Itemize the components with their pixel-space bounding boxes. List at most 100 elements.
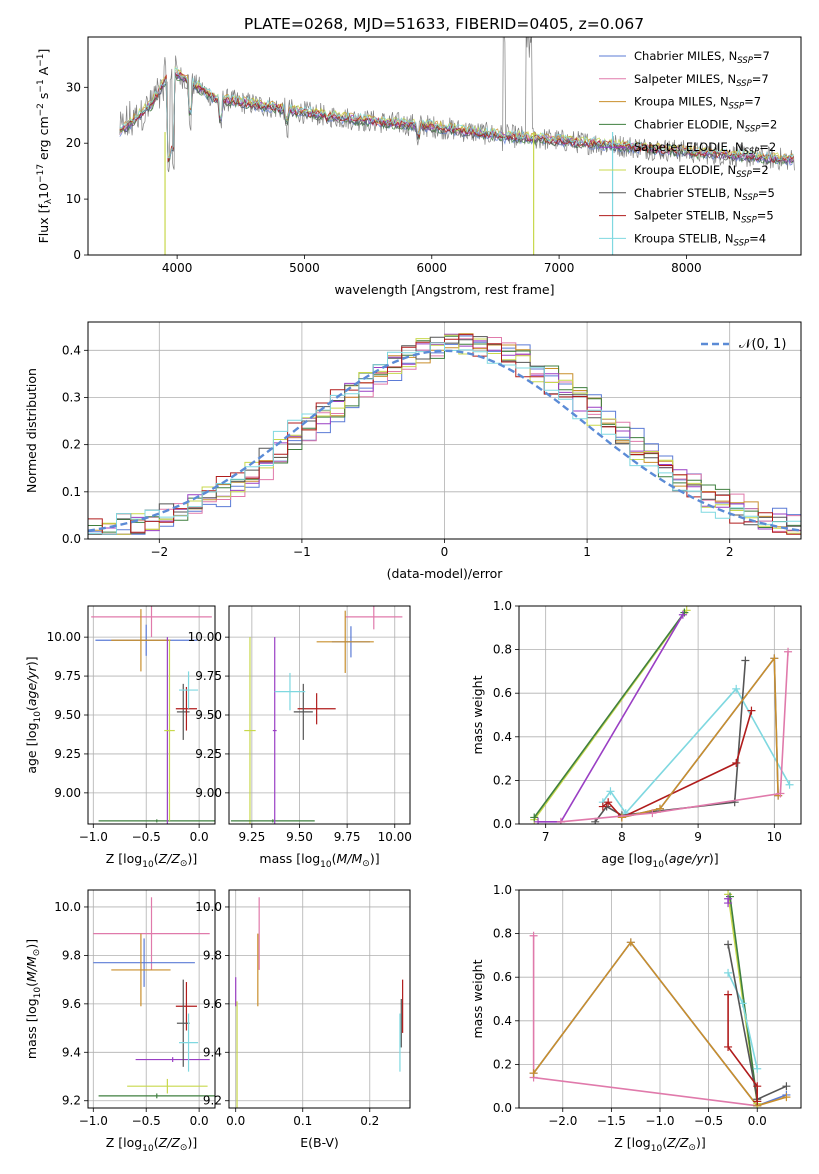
- x-tick-label: 6000: [416, 261, 447, 275]
- legend-entry: Salpeter ELODIE, NSSP=2: [599, 140, 776, 157]
- weight-series: [530, 608, 689, 822]
- legend-label: Kroupa ELODIE, NSSP=2: [634, 163, 769, 180]
- legend-label: Chabrier STELIB, NSSP=5: [634, 186, 775, 203]
- x-tick-label: −1.0: [645, 1114, 674, 1128]
- x-tick-label: 10: [767, 830, 782, 844]
- y-tick-label: 10.0: [54, 900, 81, 914]
- errorbar-point: [135, 1057, 210, 1062]
- y-axis-label: age [log10(age/yr)]: [24, 656, 43, 773]
- x-tick-label: 0.0: [190, 830, 209, 844]
- legend-entry: Salpeter MILES, NSSP=7: [599, 72, 769, 89]
- weight-line: [560, 651, 789, 823]
- errorbar-point: [176, 979, 190, 1067]
- y-tick-label: 9.4: [62, 1045, 81, 1059]
- x-axis-label: age [log10(age/yr)]: [601, 851, 718, 870]
- x-tick-label: 5000: [289, 261, 320, 275]
- weight-marker: [617, 813, 626, 822]
- weight-series: [724, 990, 762, 1106]
- panel-spectrum: 4000 5000 6000 7000 8000 0 10 20 30 wavelength [A…: [36, 36, 802, 297]
- x-tick-label: −0.5: [132, 1114, 161, 1128]
- x-tick-label: −1.0: [79, 1114, 108, 1128]
- weight-line: [602, 687, 791, 815]
- y-tick-label: 9.8: [203, 948, 222, 962]
- weight-marker: [604, 798, 613, 807]
- y-tick-label: 0.4: [493, 730, 512, 744]
- y-tick-label: 0.0: [62, 532, 81, 546]
- panel-age_vs_mass: 9.25 9.50 9.75 10.00 9.00 9.25 9.50 9.75 10.00 ma…: [188, 605, 412, 870]
- axes-frame: [228, 889, 411, 1109]
- weight-marker: [785, 780, 794, 789]
- x-axis-label: wavelength [Angstrom, rest frame]: [334, 282, 554, 297]
- y-tick-label: 9.2: [203, 1094, 222, 1108]
- plot-area: [529, 890, 791, 1108]
- y-axis-label: mass [log10(M/M⊙)]: [24, 939, 43, 1059]
- errorbar-point: [127, 1078, 208, 1094]
- weight-marker: [724, 1042, 733, 1051]
- x-tick-label: 8: [618, 830, 626, 844]
- legend-entry: Chabrier STELIB, NSSP=5: [599, 186, 775, 203]
- errorbar-point: [91, 606, 212, 638]
- y-tick-label: 0.4: [62, 343, 81, 357]
- panel-mass_vs_ebv: 0.0 0.1 0.2 9.2 9.4 9.6 9.8 10.0 E(B-V): [195, 889, 411, 1150]
- errorbar-point: [175, 686, 198, 731]
- weight-line: [727, 994, 758, 1102]
- weight-line: [533, 612, 686, 818]
- errorbar-point: [98, 819, 215, 823]
- y-tick-label: 0.2: [493, 1057, 512, 1071]
- x-tick-label: 10.00: [378, 830, 412, 844]
- axes-frame: [87, 321, 802, 540]
- x-tick-label: 0.0: [190, 1114, 209, 1128]
- spectrum-model-line: [119, 67, 794, 162]
- weight-series: [556, 647, 793, 824]
- y-tick-label: 9.00: [195, 786, 222, 800]
- weight-marker: [529, 931, 538, 940]
- weight-marker: [782, 1093, 791, 1102]
- weight-marker: [770, 654, 779, 663]
- legend-label: Salpeter ELODIE, NSSP=2: [634, 140, 776, 157]
- x-tick-label: 0.1: [293, 1114, 312, 1128]
- weight-marker: [741, 656, 750, 665]
- axes-frame: [518, 889, 802, 1109]
- weight-marker: [753, 1064, 762, 1073]
- y-tick-label: 30: [66, 80, 81, 94]
- x-tick-label: −2.0: [548, 1114, 577, 1128]
- x-tick-label: −0.5: [694, 1114, 723, 1128]
- x-tick-label: −0.5: [132, 830, 161, 844]
- x-axis-label: (data-model)/error: [387, 566, 504, 581]
- y-tick-label: 9.50: [54, 708, 81, 722]
- x-tick-label: 8000: [671, 261, 702, 275]
- y-tick-label: 9.4: [203, 1045, 222, 1059]
- legend-label: 𝒩(0, 1): [739, 337, 786, 352]
- panel-mass_weight_vs_Z: −2.0 −1.5 −1.0 −0.5 0.0 0.0 0.2 0.4 0.6 0.8 1.0 Z […: [470, 883, 802, 1154]
- gaussian-curve: [88, 349, 801, 532]
- x-tick-label: 9.75: [334, 830, 361, 844]
- weight-marker: [724, 968, 733, 977]
- errorbar-point: [111, 609, 171, 672]
- weight-line: [532, 940, 787, 1107]
- plot-area: [530, 606, 794, 824]
- y-tick-label: 0.4: [493, 1014, 512, 1028]
- panel-mass_weight_vs_age: 7 8 9 10 0.0 0.2 0.4 0.6 0.8 1.0 age [log10(age/yr…: [470, 599, 802, 870]
- weight-marker: [776, 789, 785, 798]
- weight-marker: [678, 610, 687, 619]
- y-axis-label: mass weight: [470, 675, 485, 754]
- x-tick-label: 1: [583, 545, 591, 559]
- y-tick-label: 9.25: [54, 747, 81, 761]
- weight-marker: [784, 647, 793, 656]
- y-tick-label: 20: [66, 136, 81, 150]
- x-tick-label: 0: [441, 545, 449, 559]
- axes-frame: [87, 36, 802, 256]
- weight-marker: [534, 817, 543, 824]
- y-tick-label: 9.50: [195, 708, 222, 722]
- legend-entry: 𝒩(0, 1): [701, 337, 786, 352]
- y-tick-label: 1.0: [493, 599, 512, 613]
- legend-label: Salpeter STELIB, NSSP=5: [634, 209, 774, 226]
- y-tick-label: 0.0: [493, 1101, 512, 1115]
- y-tick-label: 9.6: [203, 997, 222, 1011]
- y-tick-label: 10.00: [47, 630, 81, 644]
- y-tick-label: 1.0: [493, 883, 512, 897]
- y-tick-label: 9.25: [195, 747, 222, 761]
- legend-label: Kroupa MILES, NSSP=7: [634, 95, 761, 112]
- y-tick-label: 0: [73, 248, 81, 262]
